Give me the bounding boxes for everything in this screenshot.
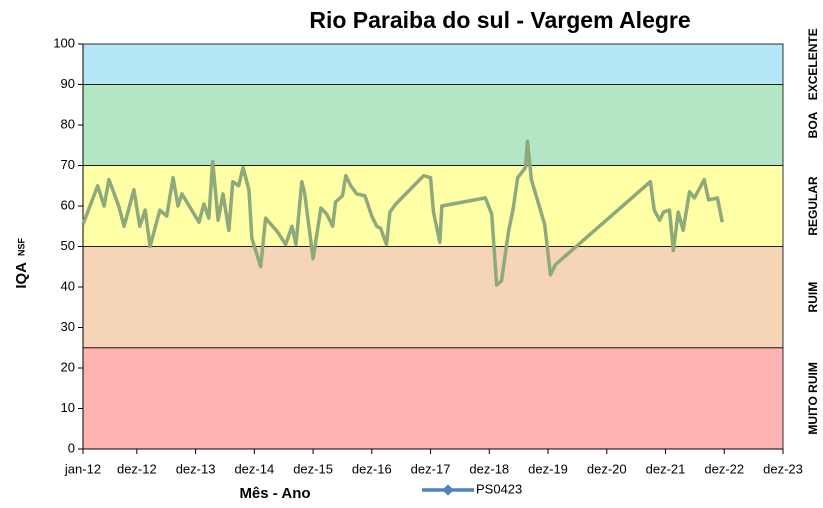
y-tick-label: 50 [61,238,75,253]
y-tick-label: 30 [61,319,75,334]
y-axis-label: IQA [13,262,30,289]
band-label: BOA [806,111,820,138]
y-tick-label: 10 [61,400,75,415]
x-tick-label: jan-12 [64,461,101,476]
band-label: MUITO RUIM [806,362,820,434]
band [82,84,784,166]
x-tick-label: dez-21 [646,461,686,476]
y-tick-label: 90 [61,76,75,91]
x-tick-label: dez-15 [293,461,333,476]
legend-marker [442,484,454,496]
x-tick-label: dez-23 [763,461,803,476]
x-tick-label: dez-20 [587,461,627,476]
y-tick-label: 60 [61,197,75,212]
x-axis-label: Mês - Ano [239,485,310,502]
y-axis-label-group: IQA NSF [13,237,30,288]
series-line [81,139,725,287]
x-tick-label: dez-22 [704,461,744,476]
chart-title: Rio Paraiba do sul - Vargem Alegre [309,7,690,33]
y-tick-label: 40 [61,278,75,293]
y-axis-label-sub: NSF [16,237,26,256]
x-tick-label: dez-16 [352,461,392,476]
x-tick-label: dez-17 [411,461,451,476]
legend-label: PS0423 [476,481,522,496]
y-tick-label: 0 [68,440,75,455]
band-label: RUIM [806,282,820,313]
band [82,246,784,349]
y-tick-label: 80 [61,116,75,131]
x-tick-label: dez-13 [176,461,216,476]
y-tick-label: 70 [61,157,75,172]
x-tick-label: dez-18 [469,461,509,476]
y-tick-label: 20 [61,359,75,374]
band-label: EXCELENTE [806,28,820,100]
y-tick-label: 100 [53,35,75,50]
band-label: REGULAR [806,176,820,236]
x-tick-label: dez-14 [234,461,274,476]
band [82,43,784,85]
x-tick-label: dez-19 [528,461,568,476]
band [82,347,784,450]
x-tick-label: dez-12 [117,461,157,476]
